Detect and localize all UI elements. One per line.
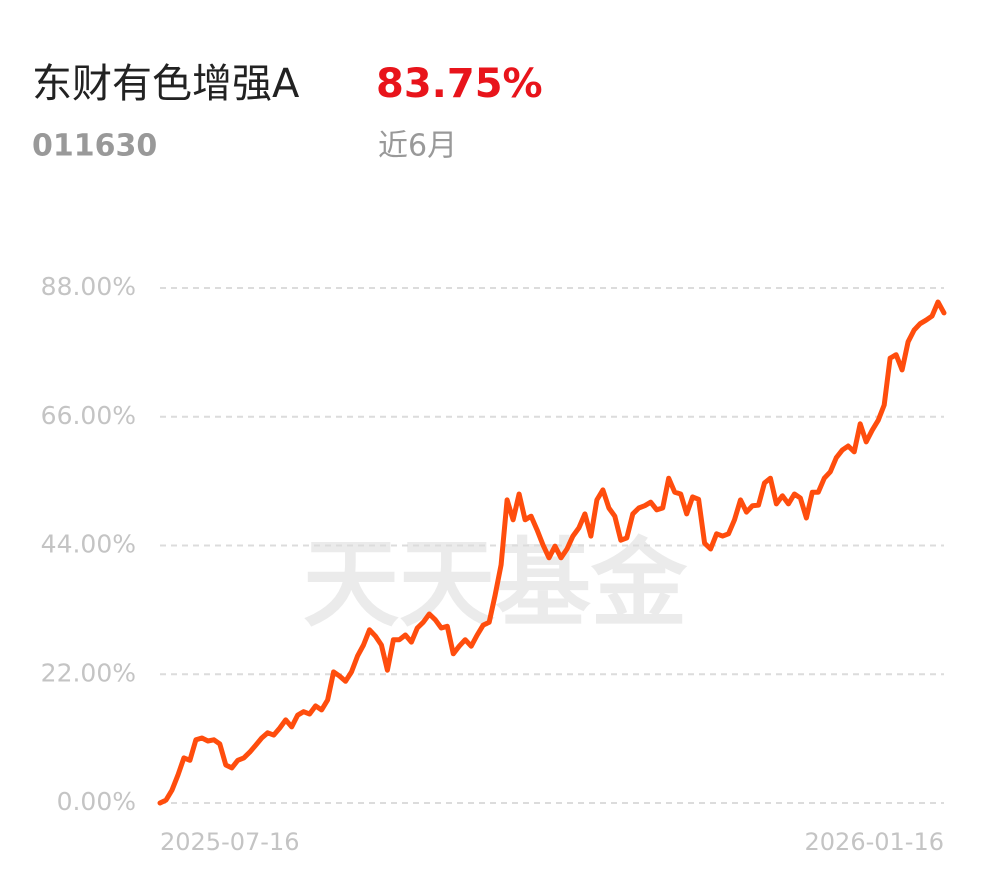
data-line [157,299,947,806]
period: 近6月 [378,129,457,164]
fund-name: 东财有色增强A [32,61,300,107]
y-tick-label: 88.00% [41,272,136,301]
y-tick-label: 0.00% [57,787,136,816]
fund-code: 011630 [32,129,157,164]
x-tick-label: 2026-01-16 [805,828,944,856]
y-tick-label: 66.00% [41,401,136,430]
y-tick-label: 44.00% [41,530,136,559]
fund-return: 83.75% [376,61,543,107]
y-tick-label: 22.00% [41,658,136,687]
x-tick-label: 2025-07-16 [160,828,299,856]
